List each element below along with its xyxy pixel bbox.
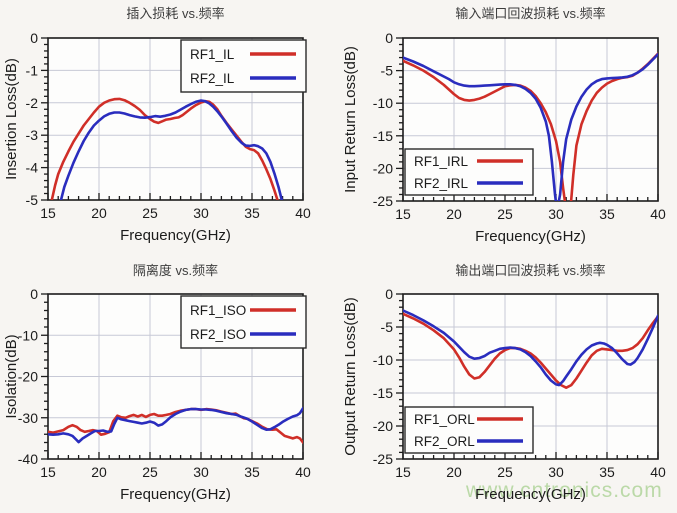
y-axis-label: Isolation(dB): [3, 334, 20, 418]
series-line-rf2_orl: [403, 309, 658, 387]
y-axis-label: Insertion Loss(dB): [3, 58, 20, 180]
y-tick-label: -20: [373, 160, 393, 176]
x-tick-label: 20: [91, 464, 107, 480]
chart-input-return-loss: 15 20 25 30 35 40 0 -5 -10 -15 -20 -25 输入端口回波损耗 vs.频…: [339, 0, 677, 256]
x-tick-label: 30: [193, 205, 209, 221]
x-tick-label: 40: [295, 205, 311, 221]
series-group: [48, 407, 303, 444]
legend-label-rf2_iso: RF2_ISO: [190, 327, 246, 342]
x-tick-label: 30: [193, 464, 209, 480]
y-tick-label: -1: [26, 62, 39, 78]
legend-box: [404, 148, 534, 196]
watermark: www.cntronics.com: [466, 479, 663, 502]
chart-title: 隔离度 vs.频率: [133, 263, 218, 278]
x-axis-label: Frequency(GHz): [120, 486, 231, 503]
y-tick-label: -30: [18, 410, 38, 426]
chart-insertion-loss: 15 20 25 30 35 40 0 -1 -2 -3 -4 -5 插入损耗 vs.频率 Frequen…: [0, 0, 339, 256]
legend-label-rf1_iso: RF1_ISO: [190, 303, 246, 318]
legend-label-rf1_il: RF1_IL: [190, 47, 235, 62]
legend-label-rf2_il: RF2_IL: [190, 71, 235, 86]
y-tick-label: -15: [373, 385, 393, 401]
series-group: [403, 52, 658, 201]
axis-box: [402, 37, 659, 202]
legend-box: [180, 295, 307, 349]
x-tick-label: 15: [395, 206, 411, 222]
y-tick-label: -10: [18, 327, 38, 343]
axis-box: [47, 293, 304, 460]
chart-output-return-loss: 15 20 25 30 35 40 0 -5 -10 -15 -20 -25 输出端口回波损耗 vs.频…: [339, 257, 677, 513]
y-tick-label: -15: [373, 128, 393, 144]
axis-box: [402, 293, 659, 460]
series-line-rf2_il: [59, 99, 284, 200]
x-tick-label: 30: [548, 206, 564, 222]
y-tick-label: -25: [373, 451, 393, 467]
y-axis-label: Input Return Loss(dB): [342, 46, 359, 193]
series-group: [403, 309, 658, 389]
x-tick-label: 20: [446, 206, 462, 222]
x-tick-label: 35: [599, 206, 615, 222]
y-tick-label: 0: [385, 30, 393, 46]
legend-label-rf1_irl: RF1_IRL: [414, 154, 469, 169]
x-tick-label: 15: [40, 464, 56, 480]
x-tick-label: 30: [548, 464, 564, 480]
y-tick-label: -10: [373, 95, 393, 111]
x-tick-label: 35: [599, 464, 615, 480]
x-tick-label: 20: [91, 205, 107, 221]
y-tick-label: -2: [26, 95, 39, 111]
series-line-rf1_orl: [403, 312, 658, 389]
x-tick-label: 15: [395, 464, 411, 480]
x-tick-label: 25: [142, 205, 158, 221]
legend-box: [180, 39, 307, 93]
series-line-rf2_iso: [48, 407, 303, 444]
x-tick-label: 25: [497, 206, 513, 222]
x-tick-label: 15: [40, 205, 56, 221]
y-tick-label: -20: [18, 369, 38, 385]
legend-label-rf2_orl: RF2_ORL: [414, 434, 475, 449]
x-tick-label: 40: [650, 206, 666, 222]
series-group: [50, 97, 284, 200]
y-tick-label: -5: [26, 192, 39, 208]
axis-box: [47, 37, 304, 201]
x-axis-label: Frequency(GHz): [475, 486, 586, 503]
y-tick-label: -3: [26, 127, 39, 143]
x-tick-label: 25: [142, 464, 158, 480]
legend-label-rf2_irl: RF2_IRL: [414, 176, 469, 191]
chart-title: 插入损耗 vs.频率: [126, 6, 224, 21]
chart-title: 输入端口回波损耗 vs.频率: [455, 6, 605, 21]
y-tick-label: 0: [385, 286, 393, 302]
legend-box: [404, 406, 534, 454]
series-line-rf2_irl: [403, 52, 658, 201]
y-tick-label: -25: [373, 193, 393, 209]
y-tick-label: 0: [30, 286, 38, 302]
x-axis-label: Frequency(GHz): [475, 228, 586, 245]
y-tick-label: -40: [18, 451, 38, 467]
x-tick-label: 40: [650, 464, 666, 480]
x-tick-label: 40: [295, 464, 311, 480]
y-tick-label: -5: [381, 63, 394, 79]
y-tick-label: -20: [373, 418, 393, 434]
x-tick-label: 35: [244, 464, 260, 480]
y-tick-label: -4: [26, 160, 39, 176]
x-tick-label: 25: [497, 464, 513, 480]
chart-title: 输出端口回波损耗 vs.频率: [455, 263, 605, 278]
y-tick-label: 0: [30, 30, 38, 46]
x-tick-label: 35: [244, 205, 260, 221]
y-tick-label: -10: [373, 352, 393, 368]
y-axis-label: Output Return Loss(dB): [342, 297, 359, 455]
chart-isolation: 15 20 25 30 35 40 0 -10 -20 -30 -40 隔离度 vs.频率 Freque…: [0, 257, 339, 513]
y-tick-label: -5: [381, 319, 394, 335]
x-axis-label: Frequency(GHz): [120, 227, 231, 244]
legend-label-rf1_orl: RF1_ORL: [414, 412, 475, 427]
x-tick-label: 20: [446, 464, 462, 480]
